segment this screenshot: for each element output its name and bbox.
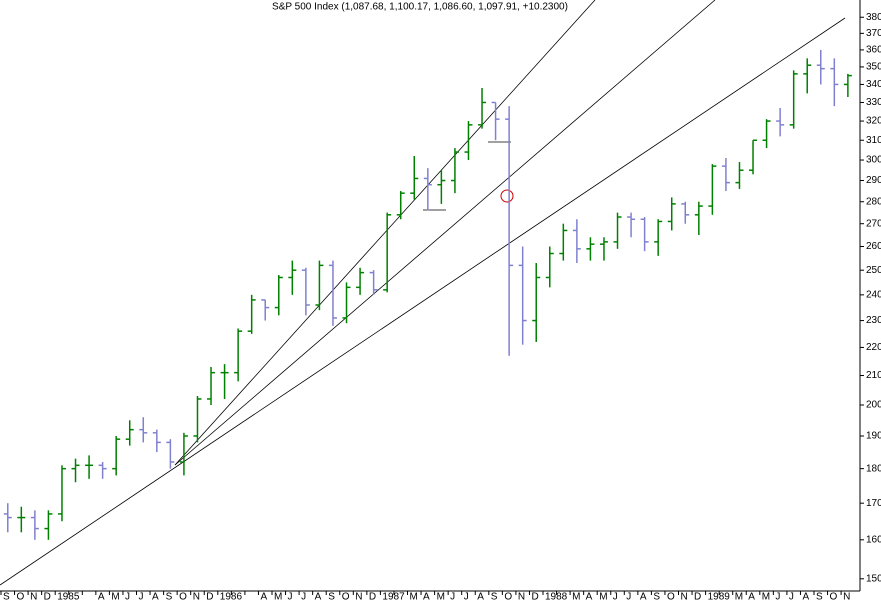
x-tick-label: J — [626, 592, 631, 601]
y-tick-label: 260 — [866, 241, 881, 252]
x-tick-label: A — [260, 592, 267, 601]
x-tick-label: J — [789, 592, 794, 601]
x-tick-label: 1987 — [382, 592, 405, 601]
y-tick-label: 370 — [866, 28, 881, 39]
x-tick-label: D — [206, 592, 213, 601]
x-tick-label: 1988 — [545, 592, 568, 601]
x-tick-label: A — [315, 592, 322, 601]
y-tick-label: 350 — [866, 62, 881, 73]
x-tick-label: M — [437, 592, 445, 601]
y-tick-label: 190 — [866, 431, 881, 442]
trendline — [0, 17, 846, 586]
x-tick-label: M — [599, 592, 607, 601]
y-tick-label: 340 — [866, 79, 881, 90]
y-tick-label: 170 — [866, 498, 881, 509]
x-tick-label: A — [748, 592, 755, 601]
x-tick-label: J — [464, 592, 469, 601]
x-tick-label: S — [816, 592, 823, 601]
y-tick-label: 150 — [866, 573, 881, 584]
x-tick-label: N — [355, 592, 362, 601]
trendline — [174, 0, 716, 466]
x-tick-label: S — [166, 592, 173, 601]
x-tick-label: O — [504, 592, 512, 601]
x-tick-label: N — [843, 592, 850, 601]
x-tick-label: A — [152, 592, 159, 601]
x-tick-label: M — [111, 592, 119, 601]
x-tick-label: O — [830, 592, 838, 601]
x-tick-label: J — [450, 592, 455, 601]
y-tick-label: 160 — [866, 534, 881, 545]
x-tick-label: 1986 — [220, 592, 243, 601]
x-tick-label: M — [410, 592, 418, 601]
x-tick-label: J — [125, 592, 130, 601]
x-tick-label: D — [694, 592, 701, 601]
x-tick-label: S — [3, 592, 10, 601]
x-tick-label: S — [328, 592, 335, 601]
x-tick-label: A — [802, 592, 809, 601]
chart-title: S&P 500 Index (1,087.68, 1,100.17, 1,086… — [272, 2, 568, 13]
x-tick-label: J — [288, 592, 293, 601]
y-tick-label: 290 — [866, 175, 881, 186]
x-tick-label: D — [44, 592, 51, 601]
highlight-circle — [500, 189, 514, 203]
x-tick-label: 1989 — [708, 592, 731, 601]
x-tick-label: A — [586, 592, 593, 601]
trendline — [174, 0, 596, 466]
x-tick-label: M — [572, 592, 580, 601]
y-tick-label: 320 — [866, 116, 881, 127]
x-tick-label: N — [681, 592, 688, 601]
x-tick-label: J — [775, 592, 780, 601]
x-tick-label: J — [139, 592, 144, 601]
trendlines — [0, 0, 846, 586]
x-tick-label: 1985 — [57, 592, 80, 601]
x-tick-label: N — [518, 592, 525, 601]
x-tick-label: A — [477, 592, 484, 601]
x-tick-label: J — [613, 592, 618, 601]
y-tick-label: 240 — [866, 289, 881, 300]
x-tick-label: N — [30, 592, 37, 601]
x-tick-label: M — [762, 592, 770, 601]
y-tick-label: 300 — [866, 155, 881, 166]
y-tick-label: 250 — [866, 265, 881, 276]
x-tick-label: A — [98, 592, 105, 601]
x-tick-label: D — [531, 592, 538, 601]
x-tick-label: M — [274, 592, 282, 601]
y-tick-label: 200 — [866, 400, 881, 411]
x-tick-label: A — [423, 592, 430, 601]
y-tick-label: 210 — [866, 370, 881, 381]
x-tick-label: O — [342, 592, 350, 601]
x-tick-label: J — [301, 592, 306, 601]
y-tick-label: 230 — [866, 315, 881, 326]
x-tick-label: O — [667, 592, 675, 601]
x-tick-label: O — [17, 592, 25, 601]
x-tick-label: M — [735, 592, 743, 601]
x-tick-label: O — [179, 592, 187, 601]
y-tick-label: 280 — [866, 196, 881, 207]
x-tick-label: S — [491, 592, 498, 601]
y-tick-label: 380 — [866, 12, 881, 23]
y-tick-label: 310 — [866, 135, 881, 146]
x-tick-label: S — [653, 592, 660, 601]
x-tick-label: D — [369, 592, 376, 601]
y-tick-label: 360 — [866, 45, 881, 56]
y-tick-label: 220 — [866, 342, 881, 353]
x-tick-label: N — [193, 592, 200, 601]
y-tick-label: 270 — [866, 218, 881, 229]
y-tick-label: 330 — [866, 97, 881, 108]
x-tick-label: A — [640, 592, 647, 601]
y-tick-label: 180 — [866, 463, 881, 474]
